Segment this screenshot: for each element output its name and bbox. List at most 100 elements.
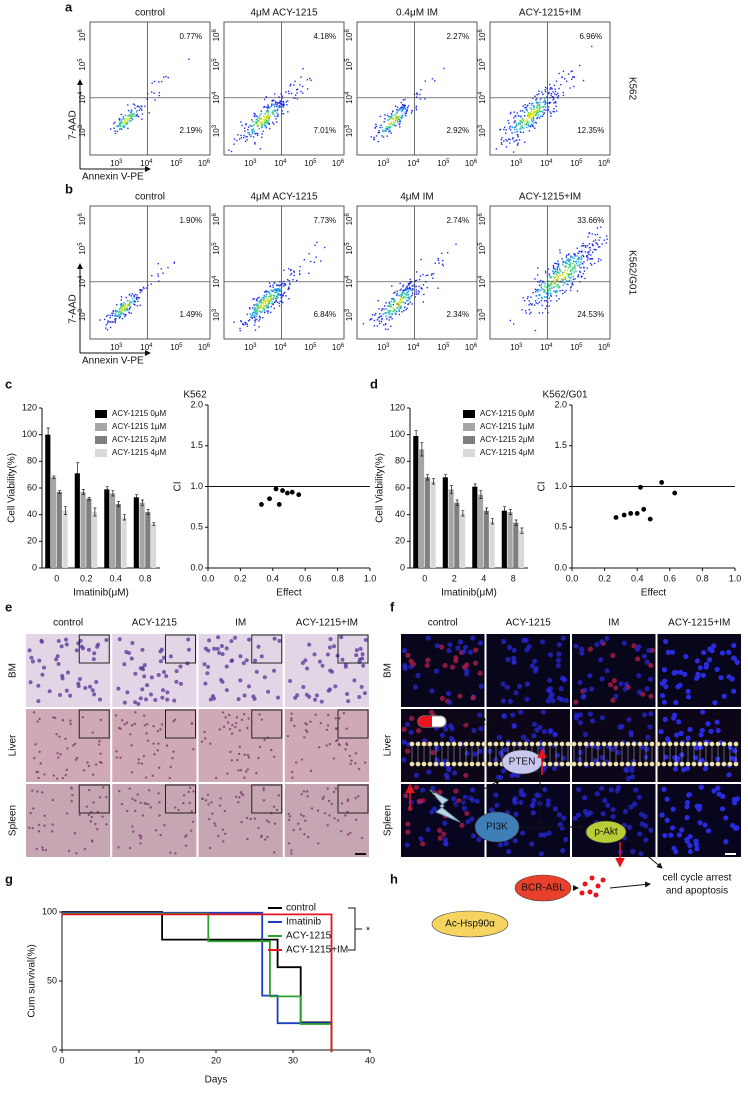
event-dot (398, 294, 400, 297)
cell (164, 674, 169, 679)
event-dot (258, 307, 260, 309)
event-dot (548, 274, 551, 277)
error-bar (81, 488, 85, 496)
event-dot (371, 314, 374, 316)
lipid-head (595, 741, 601, 747)
event-dot (228, 149, 230, 151)
cell (266, 835, 269, 839)
event-dot (533, 111, 536, 114)
event-dot (265, 106, 268, 108)
y-axis-label: 7-AAD (68, 110, 79, 139)
cell (158, 814, 161, 817)
event-dot (539, 99, 541, 101)
event-dot (399, 289, 401, 292)
event-dot (254, 307, 257, 309)
event-dot (255, 115, 258, 117)
event-dot (268, 282, 271, 284)
event-dot (246, 135, 248, 138)
event-dot (115, 309, 117, 312)
tick-exponent: 3 (478, 308, 484, 312)
nucleus (425, 827, 431, 833)
event-dot (260, 302, 262, 304)
event-dot (128, 300, 131, 302)
log-tick-label: 106 (78, 213, 88, 226)
event-dot (534, 329, 537, 332)
nucleus (685, 688, 691, 695)
event-dot (120, 121, 123, 123)
event-dot (391, 123, 394, 126)
event-dot (282, 103, 285, 106)
cell (31, 789, 34, 792)
event-dot (404, 108, 407, 110)
cell (159, 728, 162, 731)
event-dot (407, 303, 409, 306)
y-tick-label: 0.0 (554, 562, 567, 572)
x-tick-label: 0.2 (598, 573, 611, 583)
nucleus (678, 730, 684, 736)
cell (57, 756, 60, 759)
event-dot (403, 309, 405, 312)
nucleus (731, 642, 737, 649)
event-dot (424, 98, 426, 100)
event-dot (505, 146, 508, 148)
event-dot (252, 125, 254, 127)
quadrant-percent: 1.49% (179, 310, 202, 319)
nucleus (556, 812, 563, 818)
event-dot (309, 77, 311, 80)
cell (91, 731, 94, 734)
event-dot (419, 98, 422, 100)
event-dot (157, 263, 159, 265)
event-dot (596, 244, 599, 246)
bar (80, 492, 86, 568)
event-dot (130, 111, 132, 114)
event-dot (574, 278, 576, 280)
event-dot (441, 252, 443, 255)
event-dot (387, 126, 390, 128)
event-dot (605, 242, 607, 244)
event-dot (243, 136, 245, 139)
log-tick-label: 106 (212, 29, 222, 42)
log-tick-label: 103 (244, 343, 257, 353)
tick-exponent: 4 (416, 343, 420, 349)
cell (263, 738, 266, 742)
log-tick-label: 105 (212, 242, 222, 255)
event-dot (521, 125, 523, 127)
event-dot (407, 297, 409, 299)
event-dot (548, 91, 550, 94)
micrograph (657, 634, 741, 707)
lipid-head (607, 761, 613, 767)
event-dot (158, 81, 160, 83)
event-dot (579, 64, 581, 67)
nucleus (702, 766, 709, 772)
cell (235, 716, 239, 719)
event-dot (532, 125, 535, 128)
event-dot (114, 312, 117, 315)
nucleus (511, 798, 517, 804)
event-dot (403, 297, 405, 299)
lipid-head (457, 741, 463, 747)
event-dot (530, 110, 533, 113)
cell (236, 697, 241, 702)
event-dot (277, 287, 279, 290)
x-axis-label: Imatinib(μM) (441, 588, 497, 599)
cell (234, 725, 237, 729)
event-dot (387, 309, 389, 312)
event-dot (544, 285, 546, 288)
event-dot (129, 306, 132, 308)
nucleus (563, 697, 569, 703)
event-dot (393, 124, 395, 127)
event-dot (541, 115, 544, 118)
event-dot (250, 316, 252, 318)
event-dot (399, 306, 401, 308)
tick-exponent: 4 (78, 275, 84, 279)
nucleus (405, 748, 411, 754)
bar (62, 510, 68, 568)
cell (247, 637, 252, 642)
event-dot (276, 112, 278, 114)
cell (105, 795, 108, 799)
event-dot (404, 306, 406, 308)
event-dot (393, 310, 395, 312)
event-dot (296, 92, 298, 94)
x-tick-label: 0.6 (664, 573, 677, 583)
event-dot (591, 45, 593, 48)
